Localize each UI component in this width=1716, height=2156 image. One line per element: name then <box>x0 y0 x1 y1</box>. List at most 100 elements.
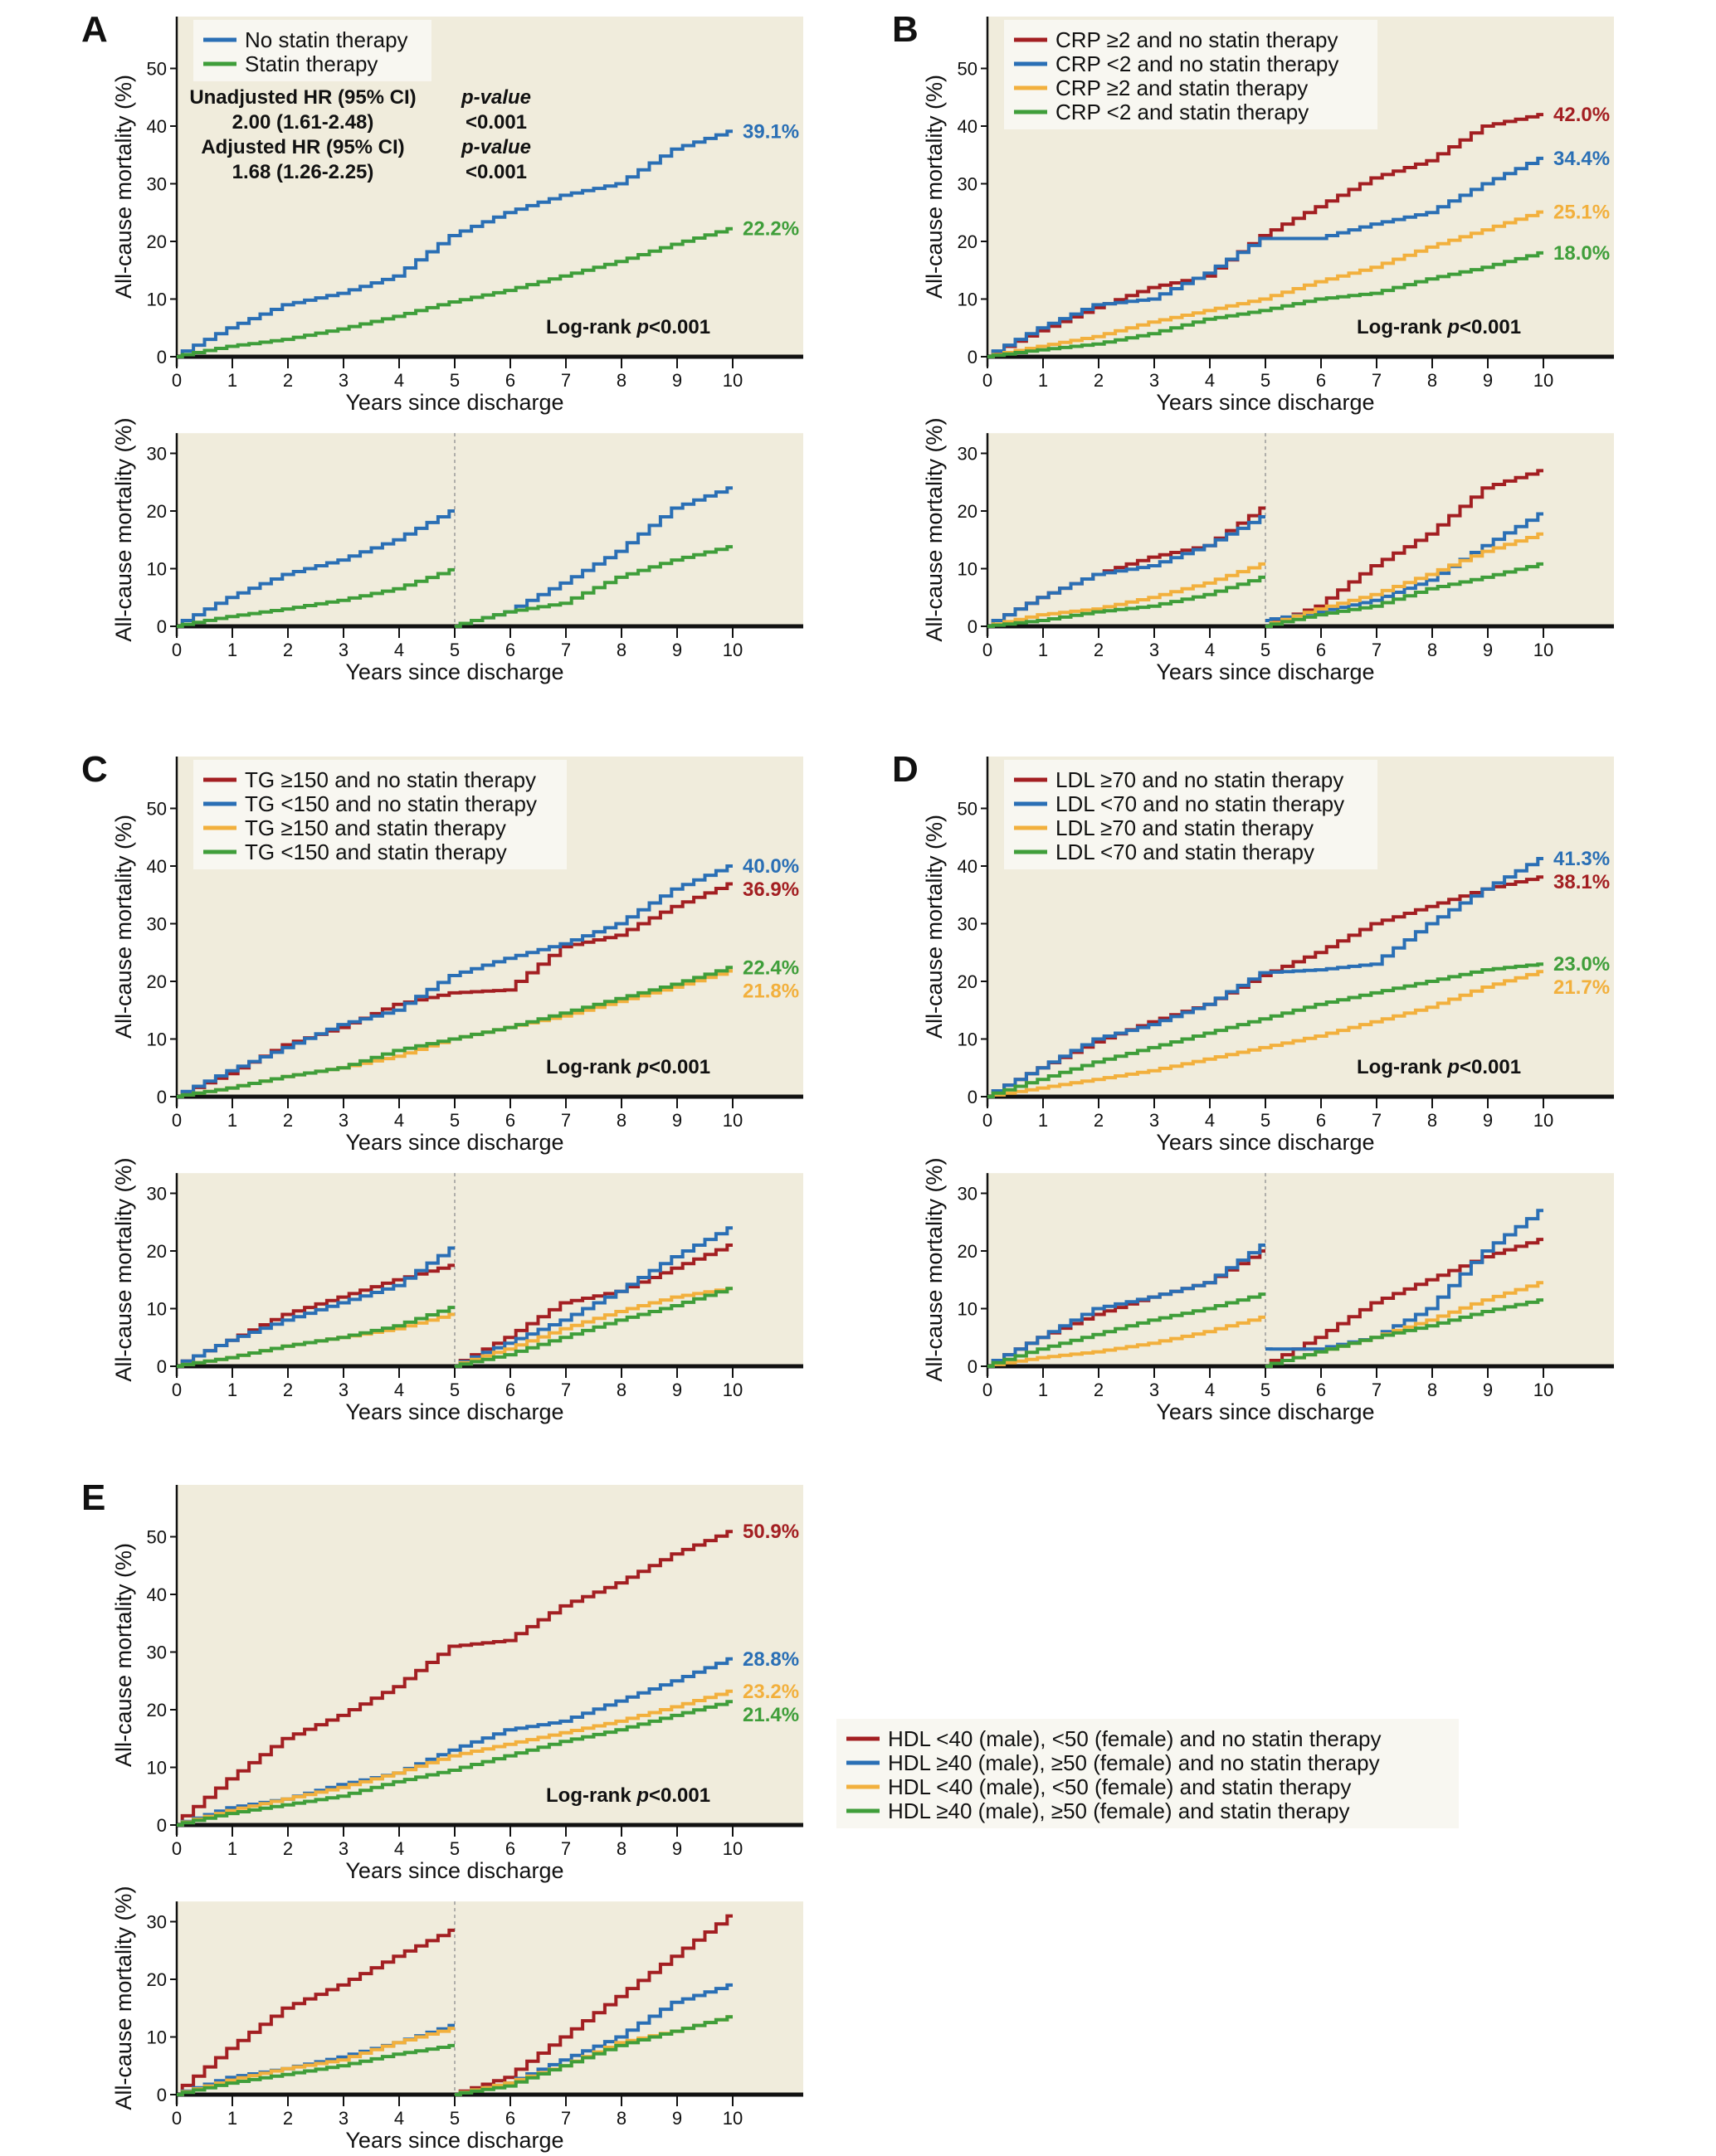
cumulative-plot: 0 10 20 30 40 50 0 1 2 3 4 5 6 7 8 9 10 Years since disch… <box>111 1484 803 1883</box>
x-tick-label: 7 <box>561 1380 571 1400</box>
end-value-label: 23.2% <box>743 1681 799 1703</box>
y-tick-label: 30 <box>147 1912 167 1933</box>
x-tick-label: 7 <box>561 640 571 660</box>
x-tick-label: 9 <box>1483 1110 1493 1131</box>
y-axis-title: All-cause mortality (%) <box>111 418 136 642</box>
legend-label: HDL <40 (male), <50 (female) and no stat… <box>888 1726 1381 1751</box>
log-rank-value: <0.001 <box>1460 1056 1521 1078</box>
km-curve-orange <box>987 970 1543 1098</box>
end-value-label: 18.0% <box>1553 242 1610 265</box>
x-tick-label: 4 <box>1205 370 1215 391</box>
x-tick-label: 7 <box>561 1838 571 1859</box>
log-rank-p: p <box>1446 316 1460 338</box>
x-tick-label: 4 <box>394 2108 404 2129</box>
y-tick-label: 0 <box>968 1356 977 1377</box>
x-tick-label: 8 <box>617 1110 626 1131</box>
y-axis-title: All-cause mortality (%) <box>111 75 136 299</box>
y-tick-label: 10 <box>958 1299 977 1320</box>
legend-box <box>836 1719 1459 1828</box>
legend-label: CRP <2 and statin therapy <box>1055 100 1309 124</box>
x-tick-label: 3 <box>339 370 349 391</box>
y-tick-label: 30 <box>147 444 167 465</box>
y-tick-label: 30 <box>147 1184 167 1205</box>
y-tick-label: 10 <box>958 1029 977 1050</box>
end-value-label: 42.0% <box>1553 104 1610 126</box>
x-tick-label: 1 <box>227 370 237 391</box>
x-tick-label: 1 <box>227 1838 237 1859</box>
panel-letter: D <box>892 749 919 790</box>
km-curve-5-10y-green <box>1265 562 1543 628</box>
km-curve-red <box>177 1530 733 1827</box>
km-curve-5-10y-green <box>455 2015 733 2096</box>
x-tick-label: 6 <box>505 1838 515 1859</box>
log-rank-value: <0.001 <box>649 1784 710 1807</box>
y-tick-label: 20 <box>958 971 977 992</box>
x-tick-label: 8 <box>617 2108 626 2129</box>
x-tick-label: 0 <box>172 1380 182 1400</box>
x-tick-label: 1 <box>227 1380 237 1400</box>
x-tick-label: 10 <box>1533 640 1553 660</box>
log-rank-text: Log-rank p<0.001 <box>1357 316 1521 338</box>
hr-cell: Adjusted HR (95% CI) <box>201 136 404 158</box>
y-tick-label: 50 <box>958 799 977 820</box>
landmark-plot: 0 10 20 30 0 1 2 3 4 5 6 7 8 9 10 Years since discharge… <box>922 1158 1614 1424</box>
x-tick-label: 3 <box>1149 1380 1159 1400</box>
y-tick-label: 10 <box>147 2027 167 2048</box>
y-tick-label: 10 <box>147 290 167 310</box>
y-tick-label: 30 <box>147 914 167 935</box>
p-value-cell: p-value <box>461 86 531 109</box>
x-tick-label: 8 <box>617 1380 626 1400</box>
x-axis-title: Years since discharge <box>345 659 563 684</box>
p-value-cell: <0.001 <box>466 111 527 134</box>
y-tick-label: 40 <box>147 1584 167 1605</box>
x-tick-label: 0 <box>982 370 992 391</box>
x-tick-label: 5 <box>450 1110 460 1131</box>
legend-label: CRP <2 and no statin therapy <box>1055 51 1338 76</box>
km-curve-0-5y-green <box>987 575 1265 628</box>
x-tick-label: 9 <box>672 1110 682 1131</box>
y-axis-title: All-cause mortality (%) <box>111 1158 136 1382</box>
x-tick-label: 8 <box>1427 1380 1437 1400</box>
x-tick-label: 10 <box>723 1110 743 1131</box>
km-curve-blue <box>987 156 1543 358</box>
legend-label: CRP ≥2 and no statin therapy <box>1055 27 1338 52</box>
end-value-label: 22.2% <box>743 218 799 241</box>
y-tick-label: 20 <box>147 231 167 252</box>
x-axis-title: Years since discharge <box>1156 1399 1374 1424</box>
x-tick-label: 8 <box>617 370 626 391</box>
x-tick-label: 8 <box>1427 640 1437 660</box>
y-tick-label: 40 <box>958 856 977 877</box>
x-tick-label: 2 <box>283 1110 293 1131</box>
y-tick-label: 20 <box>958 501 977 522</box>
x-tick-label: 4 <box>394 370 404 391</box>
plot-background <box>177 1173 803 1366</box>
x-tick-label: 4 <box>394 640 404 660</box>
km-curve-5-10y-orange <box>455 1287 733 1368</box>
x-tick-label: 0 <box>982 1380 992 1400</box>
x-tick-label: 9 <box>672 2108 682 2129</box>
x-tick-label: 5 <box>1260 1380 1270 1400</box>
log-rank-prefix: Log-rank <box>546 1784 636 1807</box>
log-rank-p: p <box>636 316 649 338</box>
x-tick-label: 5 <box>450 370 460 391</box>
y-tick-label: 0 <box>157 2085 167 2105</box>
x-tick-label: 7 <box>1372 1380 1382 1400</box>
log-rank-p: p <box>636 1784 649 1807</box>
y-tick-label: 10 <box>958 290 977 310</box>
x-tick-label: 9 <box>672 1838 682 1859</box>
km-curve-5-10y-green <box>455 1287 733 1368</box>
log-rank-value: <0.001 <box>649 1056 710 1078</box>
y-tick-label: 20 <box>147 1241 167 1262</box>
km-curve-green <box>987 251 1543 358</box>
x-tick-label: 6 <box>1316 1110 1326 1131</box>
x-tick-label: 5 <box>450 1838 460 1859</box>
end-value-label: 38.1% <box>1553 871 1610 893</box>
x-tick-label: 5 <box>1260 1110 1270 1131</box>
x-axis-title: Years since discharge <box>345 390 563 415</box>
legend-box <box>1004 19 1377 129</box>
x-tick-label: 10 <box>723 2108 743 2129</box>
